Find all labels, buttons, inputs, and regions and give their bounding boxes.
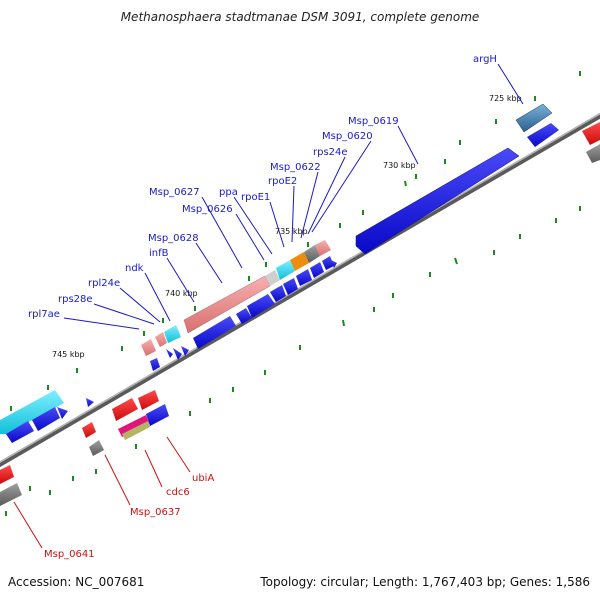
cds-feature[interactable]: [0, 465, 14, 484]
gene-label-rpl24e[interactable]: rpl24e: [88, 278, 120, 289]
forward-labels: argH Msp_0619 Msp_0620 rps24e Msp_0622 r…: [28, 54, 524, 330]
cds-feature[interactable]: [283, 278, 298, 295]
gene-label-rps24e[interactable]: rps24e: [313, 147, 348, 158]
cds-feature[interactable]: [146, 404, 169, 426]
forward-cds-features: [0, 103, 600, 443]
backbone: [0, 112, 600, 468]
cds-feature[interactable]: [164, 325, 181, 343]
cds-feature[interactable]: [112, 398, 138, 421]
cds-feature[interactable]: [527, 123, 559, 147]
gene-label-rpl7ae[interactable]: rpl7ae: [28, 309, 60, 320]
genome-summary: Topology: circular; Length: 1,767,403 bp…: [260, 575, 590, 589]
gene-label-Msp_0627[interactable]: Msp_0627: [149, 187, 200, 198]
cds-feature[interactable]: [236, 308, 252, 324]
cds-feature[interactable]: [155, 332, 167, 347]
gene-label-Msp_0637[interactable]: Msp_0637: [130, 507, 181, 518]
cds-feature[interactable]: [355, 147, 520, 255]
cds-feature[interactable]: [515, 103, 553, 133]
cds-feature[interactable]: [89, 440, 104, 456]
tick-label-735: 735 kbp: [275, 227, 308, 236]
cds-feature[interactable]: [270, 285, 286, 302]
cds-feature[interactable]: [322, 256, 334, 270]
gene-label-ppa[interactable]: ppa: [219, 187, 238, 198]
gene-label-rpoE2[interactable]: rpoE2: [268, 176, 297, 187]
gene-label-Msp_0620[interactable]: Msp_0620: [322, 131, 373, 142]
cds-feature[interactable]: [166, 349, 173, 358]
cds-feature[interactable]: [138, 390, 159, 410]
cds-feature[interactable]: [181, 346, 189, 356]
cds-feature[interactable]: [32, 407, 60, 431]
reverse-labels: ubiA cdc6 Msp_0637 Msp_0641: [13, 436, 214, 560]
cds-feature[interactable]: [82, 422, 96, 438]
map-title: Methanosphaera stadtmanae DSM 3091, comp…: [120, 10, 480, 24]
cds-feature[interactable]: [118, 415, 149, 437]
cds-feature[interactable]: [276, 260, 295, 280]
cds-feature[interactable]: [150, 358, 160, 371]
gene-label-Msp_0626[interactable]: Msp_0626: [182, 204, 233, 215]
accession-label: Accession: NC_007681: [8, 575, 145, 589]
tick-label-745: 745 kbp: [52, 350, 85, 359]
tick-label-725: 725 kbp: [489, 94, 522, 103]
tick-label-740: 740 kbp: [165, 289, 198, 298]
gene-label-infB[interactable]: infB: [149, 248, 169, 259]
cds-feature[interactable]: [247, 294, 275, 318]
cds-feature[interactable]: [122, 421, 150, 440]
gene-label-Msp_0641[interactable]: Msp_0641: [44, 549, 95, 560]
cds-feature[interactable]: [331, 260, 337, 268]
cds-feature[interactable]: [265, 270, 280, 286]
cds-feature[interactable]: [586, 144, 600, 163]
gene-label-argH[interactable]: argH: [473, 54, 497, 65]
gene-label-Msp_0622[interactable]: Msp_0622: [270, 162, 321, 173]
cds-feature[interactable]: [141, 339, 156, 356]
cds-feature[interactable]: [0, 483, 22, 506]
cds-feature[interactable]: [315, 240, 331, 256]
cds-feature[interactable]: [310, 262, 324, 278]
cds-feature[interactable]: [582, 122, 600, 145]
cds-feature[interactable]: [290, 252, 309, 271]
gene-label-rps28e[interactable]: rps28e: [58, 294, 93, 305]
cds-feature[interactable]: [57, 407, 68, 419]
cds-feature[interactable]: [304, 245, 320, 263]
gene-label-cdc6[interactable]: cdc6: [166, 487, 190, 498]
gene-label-Msp_0619[interactable]: Msp_0619: [348, 116, 399, 127]
cds-feature[interactable]: [0, 390, 64, 434]
tick-label-730: 730 kbp: [383, 161, 416, 170]
cds-feature[interactable]: [6, 421, 34, 443]
gene-label-Msp_0628[interactable]: Msp_0628: [148, 233, 199, 244]
gene-label-ndk[interactable]: ndk: [125, 263, 144, 274]
cds-feature[interactable]: [296, 269, 312, 286]
gene-label-rpoE1[interactable]: rpoE1: [241, 192, 270, 203]
tick-marks: [5, 71, 581, 516]
cds-feature[interactable]: [193, 316, 236, 349]
cds-feature[interactable]: [173, 348, 182, 360]
reverse-cds-features: [0, 390, 169, 506]
gene-label-ubiA[interactable]: ubiA: [192, 473, 214, 484]
cds-feature[interactable]: [86, 398, 94, 407]
